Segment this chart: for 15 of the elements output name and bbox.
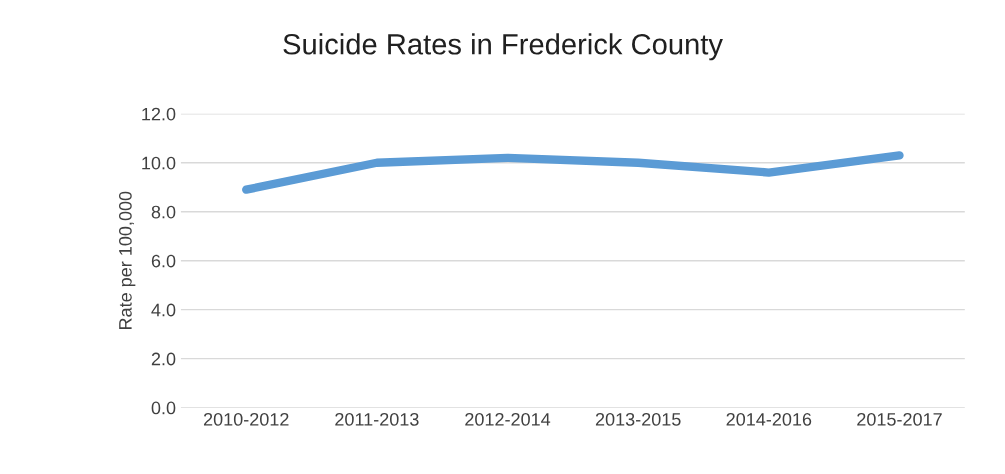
x-tick-label: 2011-2013 [335,412,419,426]
x-tick-label: 2013-2015 [595,412,681,426]
y-tick-label: 6.0 [151,254,176,268]
y-tick-label: 8.0 [151,205,176,219]
x-tick-label: 2012-2014 [465,412,551,426]
chart-title: Suicide Rates in Frederick County [283,33,723,61]
y-tick-label: 2.0 [151,352,176,366]
y-tick-label: 12.0 [142,107,176,121]
y-axis-title: Rate per 100,000 [118,191,136,329]
y-tick-label: 4.0 [151,303,176,317]
x-tick-label: 2010-2012 [203,412,289,426]
x-tick-label: 2015-2017 [857,412,942,426]
y-tick-label: 10.0 [142,156,176,170]
y-tick-label: 0.0 [151,401,176,415]
x-tick-label: 2014-2016 [726,412,812,426]
